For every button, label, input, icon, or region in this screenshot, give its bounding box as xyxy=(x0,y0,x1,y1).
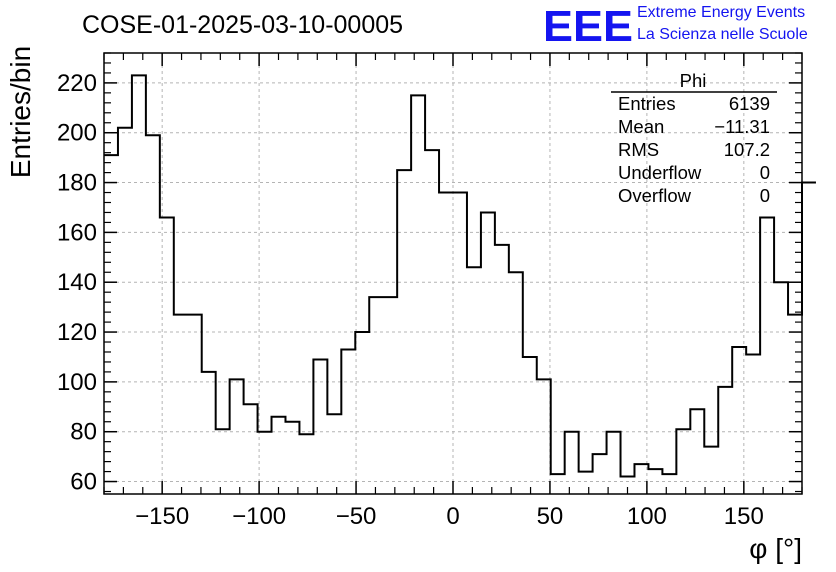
histogram-bin xyxy=(579,472,593,494)
x-tick-label: −50 xyxy=(336,503,377,530)
histogram-bin xyxy=(425,150,439,494)
x-tick-label: 0 xyxy=(446,503,459,530)
stats-value: 107.2 xyxy=(724,139,770,160)
histogram-bin xyxy=(327,414,341,494)
histogram-bin xyxy=(188,315,202,494)
logo: EEE Extreme Energy Events La Scienza nel… xyxy=(543,2,808,51)
histogram-bin xyxy=(537,379,551,494)
y-tick-label: 200 xyxy=(57,120,97,147)
y-tick-label: 80 xyxy=(70,419,97,446)
y-tick-label: 180 xyxy=(57,170,97,197)
histogram-bin xyxy=(565,432,579,494)
x-tick-label: 150 xyxy=(724,503,764,530)
histogram-bin xyxy=(383,297,397,494)
histogram-bin xyxy=(341,349,355,494)
logo-letters: EEE xyxy=(543,2,633,51)
y-tick-label: 100 xyxy=(57,369,97,396)
stats-value: 0 xyxy=(760,162,770,183)
histogram-bin xyxy=(160,217,174,494)
histogram-series xyxy=(104,74,816,494)
y-axis-title: Entries/bin xyxy=(5,46,36,178)
axes: −150 −100 −50 0 50 100 150 60 80 100 120 140 160 180 2… xyxy=(57,52,803,530)
stats-label: Entries xyxy=(618,93,676,114)
histogram-bin xyxy=(174,315,188,494)
histogram-bin xyxy=(411,95,425,494)
histogram-bin xyxy=(313,359,327,494)
histogram-bin xyxy=(718,387,732,494)
x-tick-label: 50 xyxy=(537,503,564,530)
stats-rows: Entries 6139 Mean −11.31 RMS 107.2 Underflow 0 O… xyxy=(618,93,770,206)
logo-line-1: Extreme Energy Events xyxy=(637,4,805,21)
histogram-bin xyxy=(495,245,509,494)
chart-title: COSE-01-2025-03-10-00005 xyxy=(82,11,403,39)
y-tick-label: 220 xyxy=(57,70,97,97)
histogram-bin xyxy=(704,447,718,494)
histogram-bin xyxy=(299,434,313,494)
histogram-bin xyxy=(439,193,453,494)
histogram-bin xyxy=(285,422,299,494)
stats-box: Phi Entries 6139 Mean −11.31 RMS 107.2 Underfl… xyxy=(611,70,777,206)
histogram-bin xyxy=(132,75,146,494)
y-tick-label: 120 xyxy=(57,319,97,346)
x-tick-label: −150 xyxy=(135,503,189,530)
histogram-outline xyxy=(104,74,816,478)
stats-label: Mean xyxy=(618,116,664,137)
histogram-bin xyxy=(453,193,467,494)
histogram-bin xyxy=(216,429,230,494)
logo-line-2: La Scienza nelle Scuole xyxy=(637,26,808,43)
histogram-bin xyxy=(118,128,132,494)
histogram-bin xyxy=(607,432,621,494)
stats-label: Underflow xyxy=(618,162,702,183)
y-tick-label: 60 xyxy=(70,469,97,496)
histogram-bin xyxy=(690,409,704,494)
histogram-bin xyxy=(523,357,537,494)
y-tick-label: 160 xyxy=(57,219,97,246)
stats-label: RMS xyxy=(618,139,659,160)
histogram-bin xyxy=(676,429,690,494)
histogram-bin xyxy=(202,372,216,494)
histogram-bin xyxy=(760,217,774,494)
histogram-bin xyxy=(397,170,411,494)
stats-value: 0 xyxy=(760,185,770,206)
histogram-bin xyxy=(551,474,565,494)
stats-value: 6139 xyxy=(729,93,770,114)
stats-value: −11.31 xyxy=(714,116,770,137)
histogram-bin xyxy=(104,155,118,494)
histogram-bin xyxy=(732,347,746,494)
histogram-bin xyxy=(272,417,286,494)
histogram-bin xyxy=(802,183,816,494)
histogram-bin xyxy=(648,469,662,494)
stats-title: Phi xyxy=(680,70,707,91)
stats-label: Overflow xyxy=(618,185,692,206)
histogram-bin xyxy=(774,282,788,494)
histogram-bin xyxy=(230,379,244,494)
histogram-bin xyxy=(662,474,676,494)
x-tick-label: −100 xyxy=(232,503,286,530)
x-tick-label: 100 xyxy=(627,503,667,530)
x-axis-title: φ [°] xyxy=(749,533,802,564)
histogram-bin xyxy=(244,404,258,494)
histogram-bin xyxy=(369,297,383,494)
histogram-bin xyxy=(355,332,369,494)
histogram-bin xyxy=(146,135,160,494)
histogram-bin xyxy=(593,454,607,494)
histogram-bin xyxy=(481,212,495,494)
histogram-bin xyxy=(746,354,760,494)
histogram-bin xyxy=(509,272,523,494)
y-tick-label: 140 xyxy=(57,269,97,296)
histogram-bin xyxy=(467,267,481,494)
